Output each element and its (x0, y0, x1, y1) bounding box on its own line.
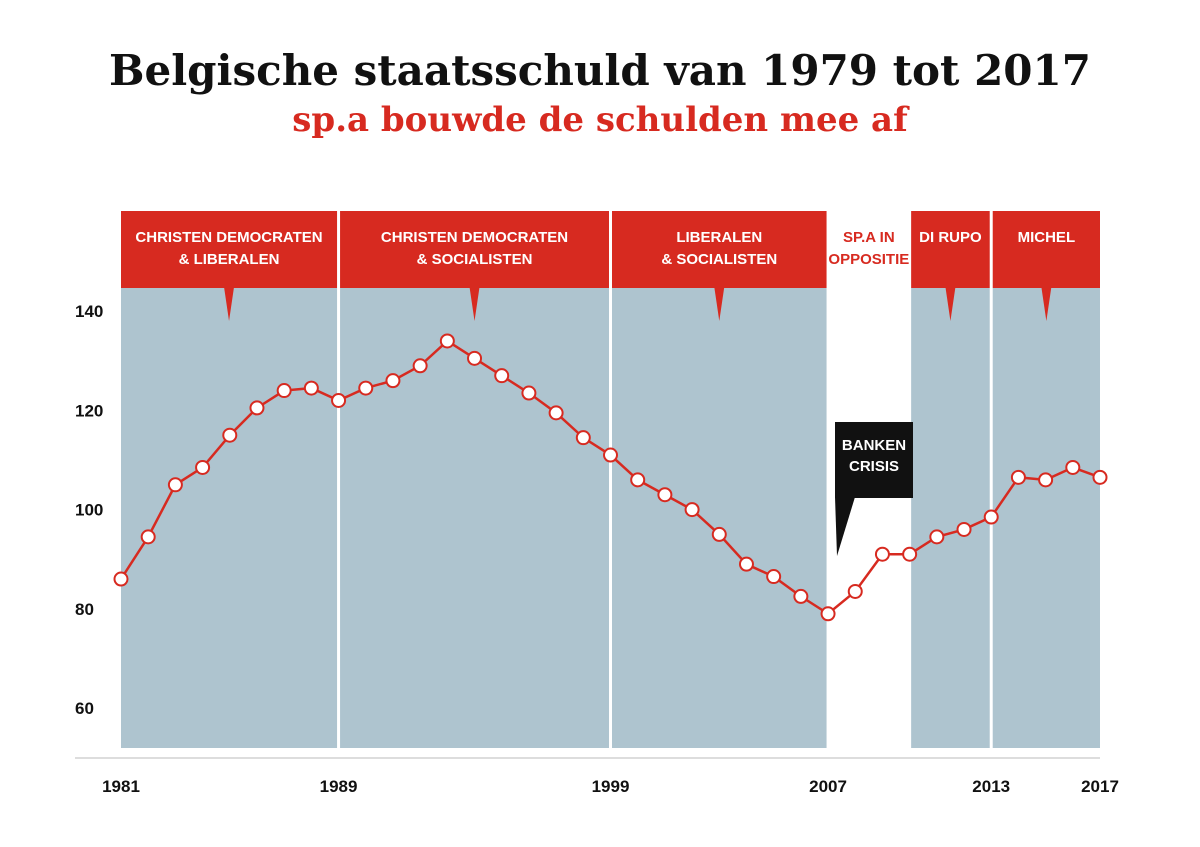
period-label: OPPOSITIE (828, 251, 909, 268)
period-label: & SOCIALISTEN (661, 251, 777, 268)
chart-title: Belgische staatsschuld van 1979 tot 2017 (109, 46, 1091, 95)
data-point (412, 358, 428, 374)
y-tick-label: 100 (75, 501, 103, 520)
data-point (167, 477, 183, 493)
data-point (1092, 469, 1108, 485)
data-point (820, 606, 836, 622)
data-point (1065, 459, 1081, 475)
data-point (249, 400, 265, 416)
data-point (1010, 469, 1026, 485)
period-banner (992, 211, 1100, 288)
data-point (358, 380, 374, 396)
data-point (140, 529, 156, 545)
banner-pointer (224, 287, 235, 321)
data-point (793, 588, 809, 604)
y-tick-label: 60 (75, 699, 94, 718)
x-tick-label: 1981 (102, 777, 140, 796)
period-label: CHRISTEN DEMOCRATEN (135, 229, 322, 246)
y-tick-label: 140 (75, 302, 103, 321)
x-tick-label: 2007 (809, 777, 847, 796)
data-point (548, 405, 564, 421)
y-tick-label: 80 (75, 600, 94, 619)
data-point (983, 509, 999, 525)
callout-label: BANKEN (842, 437, 906, 454)
data-point (902, 546, 918, 562)
period-shade (992, 288, 1100, 748)
x-tick-label: 1999 (592, 777, 630, 796)
data-point (331, 392, 347, 408)
banner-pointer (945, 287, 956, 321)
y-tick-label: 120 (75, 401, 103, 420)
data-point (222, 427, 238, 443)
data-point (847, 583, 863, 599)
banner-pointer (714, 287, 725, 321)
data-point (738, 556, 754, 572)
period-banner (612, 211, 827, 288)
data-point (195, 459, 211, 475)
period-label: MICHEL (1018, 229, 1076, 246)
period-label: DI RUPO (919, 229, 982, 246)
x-tick-label: 2013 (972, 777, 1010, 796)
data-point (684, 502, 700, 518)
data-point (874, 546, 890, 562)
data-point (630, 472, 646, 488)
data-point (603, 447, 618, 463)
period-label: & LIBERALEN (179, 251, 280, 268)
data-point (276, 383, 292, 399)
data-point (657, 487, 673, 503)
period-shade (911, 288, 990, 748)
data-point (303, 380, 319, 396)
data-point (766, 569, 782, 585)
x-tick-label: 2017 (1081, 777, 1119, 796)
banner-pointer (469, 287, 480, 321)
period-banner (121, 211, 338, 288)
period-shade (612, 288, 827, 748)
period-banner (340, 211, 609, 288)
data-point (929, 529, 945, 545)
data-point (956, 521, 972, 537)
banking-crisis-callout (835, 422, 913, 498)
data-point (494, 368, 510, 384)
data-point (113, 571, 129, 587)
period-banner (911, 211, 990, 288)
chart-subtitle: sp.a bouwde de schulden mee af (292, 100, 908, 140)
period-label: LIBERALEN (676, 229, 762, 246)
x-tick-label: 1989 (320, 777, 358, 796)
data-point (385, 373, 401, 389)
callout-pointer (835, 497, 855, 556)
period-label: CHRISTEN DEMOCRATEN (381, 229, 568, 246)
data-point (575, 430, 591, 446)
period-shade (121, 288, 338, 748)
period-label: SP.A IN (843, 229, 895, 246)
data-point (467, 350, 483, 366)
period-label: & SOCIALISTEN (417, 251, 533, 268)
data-point (711, 526, 727, 542)
callout-label: CRISIS (849, 458, 899, 475)
data-point (439, 333, 455, 349)
banner-pointer (1041, 287, 1052, 321)
data-point (1038, 472, 1054, 488)
data-point (521, 385, 537, 401)
